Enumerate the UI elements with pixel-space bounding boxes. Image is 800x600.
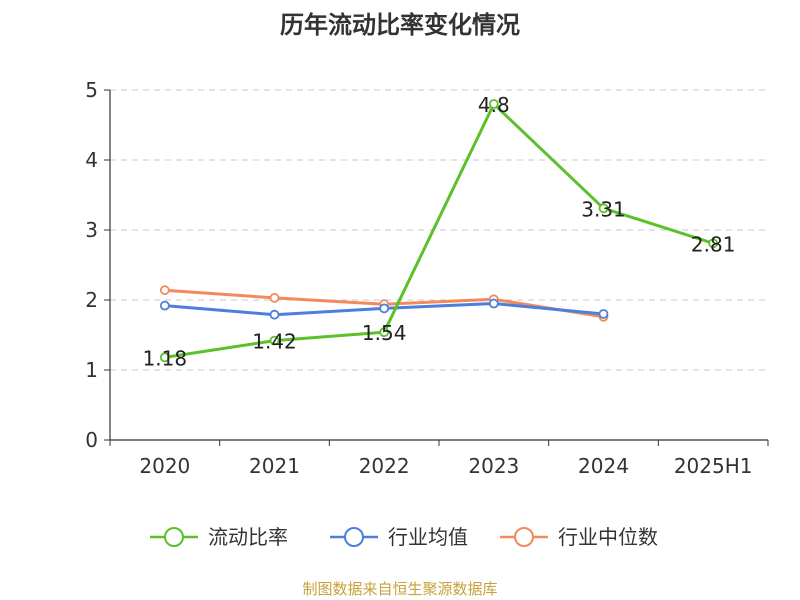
x-tick-label: 2022 bbox=[359, 454, 410, 478]
data-label: 4.8 bbox=[478, 93, 510, 117]
data-labels: 1.18 1.42 1.54 4.8 3.31 2.81 bbox=[143, 93, 736, 370]
data-label: 1.42 bbox=[252, 330, 297, 354]
data-label: 3.31 bbox=[581, 197, 626, 221]
series-lines bbox=[159, 99, 719, 363]
source-note: 制图数据来自恒生聚源数据库 bbox=[302, 580, 497, 598]
legend-marker bbox=[344, 527, 364, 547]
chart-title: 历年流动比率变化情况 bbox=[280, 11, 520, 39]
legend-label: 流动比率 bbox=[208, 525, 288, 549]
y-tick-label: 1 bbox=[85, 358, 98, 382]
series-line bbox=[164, 102, 714, 359]
legend-marker bbox=[514, 527, 534, 547]
legend-marker bbox=[164, 527, 184, 547]
data-label: 1.54 bbox=[362, 321, 407, 345]
legend-label: 行业均值 bbox=[388, 525, 468, 549]
data-point bbox=[269, 309, 280, 320]
y-tick-label: 0 bbox=[85, 428, 98, 452]
y-tick-label: 2 bbox=[85, 288, 98, 312]
y-tick-label: 5 bbox=[85, 78, 98, 102]
data-point bbox=[159, 352, 170, 363]
legend-item[interactable]: 行业均值 bbox=[330, 525, 468, 549]
legend-item[interactable]: 流动比率 bbox=[150, 525, 288, 549]
x-tick-label: 2023 bbox=[468, 454, 519, 478]
x-tick-label: 2025H1 bbox=[674, 454, 753, 478]
data-label: 2.81 bbox=[691, 232, 736, 256]
data-point bbox=[379, 303, 390, 314]
x-tick-label: 2021 bbox=[249, 454, 300, 478]
data-point bbox=[488, 298, 499, 309]
legend-label: 行业中位数 bbox=[558, 525, 658, 549]
x-tick-label: 2024 bbox=[578, 454, 629, 478]
legend[interactable]: 流动比率 行业均值 行业中位数 bbox=[150, 525, 658, 549]
y-tick-label: 3 bbox=[85, 218, 98, 242]
data-point bbox=[269, 292, 280, 303]
axes: 0 1 2 3 4 5 2020 2021 2022 2023 2024 2025H1 bbox=[85, 78, 769, 478]
data-point bbox=[269, 335, 280, 346]
data-point bbox=[708, 238, 719, 249]
data-label: 1.18 bbox=[143, 346, 188, 370]
data-point bbox=[488, 99, 499, 109]
data-point bbox=[598, 309, 609, 319]
data-point bbox=[159, 285, 170, 296]
legend-item[interactable]: 行业中位数 bbox=[500, 525, 658, 549]
x-tick-label: 2020 bbox=[139, 454, 190, 478]
y-tick-label: 4 bbox=[85, 148, 98, 172]
data-point bbox=[379, 327, 390, 338]
data-point bbox=[598, 203, 609, 214]
data-point bbox=[159, 300, 170, 311]
